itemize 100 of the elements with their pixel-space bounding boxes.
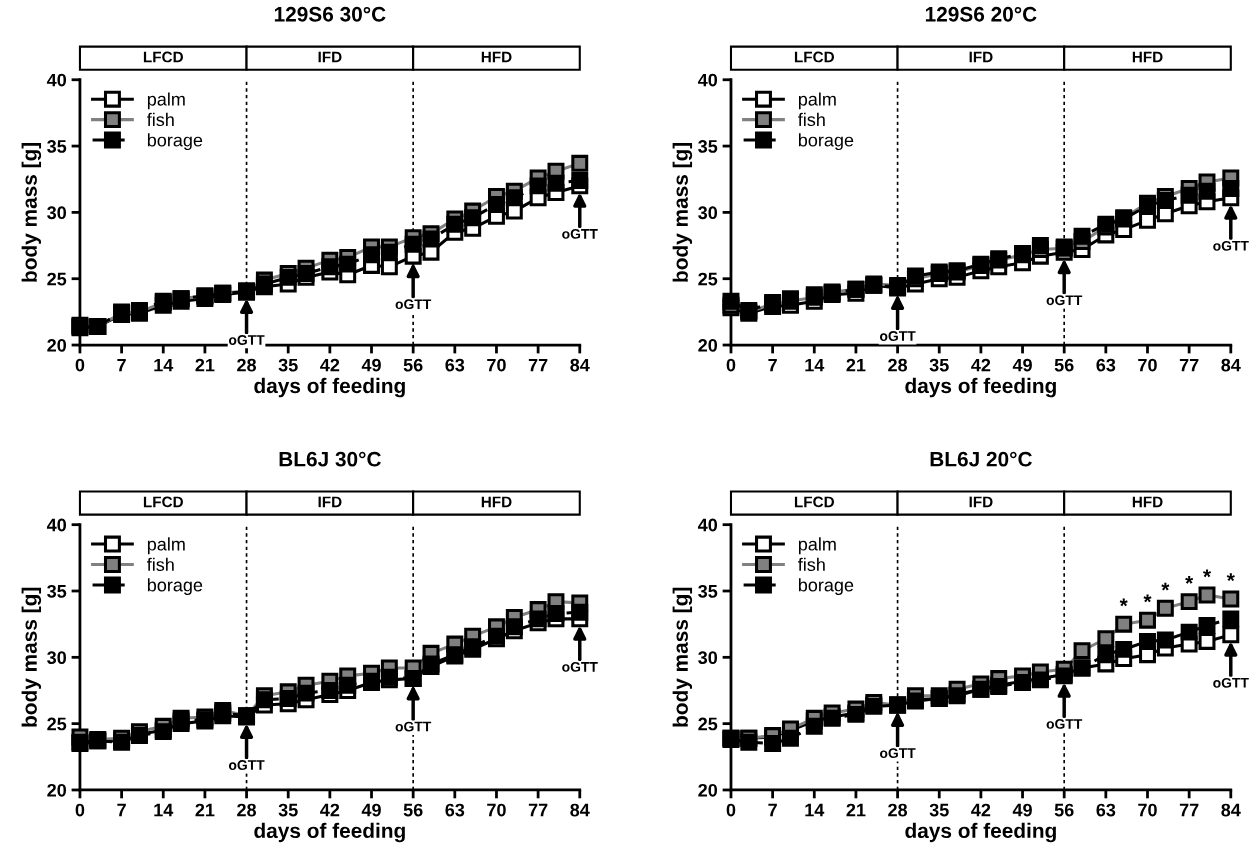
annotation: oGTT (1046, 295, 1083, 306)
y-tick-label: 40 (697, 518, 718, 532)
legend-label: fish (147, 557, 174, 572)
x-tick-label: 0 (75, 358, 85, 372)
x-tick-label: 63 (1096, 803, 1116, 817)
y-axis-title: body mass [g] (672, 142, 693, 282)
x-tick-label: 56 (403, 803, 423, 817)
x-tick-label: 28 (237, 358, 257, 372)
x-tick-label: 28 (237, 803, 257, 817)
x-axis-title: days of feeding (254, 377, 405, 398)
x-tick-label: 28 (888, 803, 908, 817)
legend-label: borage (147, 578, 203, 596)
x-tick-label: 70 (487, 803, 506, 817)
text: IFD (318, 496, 342, 508)
x-tick-label: 56 (1054, 803, 1074, 817)
x-tick-label: 49 (1012, 358, 1032, 372)
text: IFD (318, 51, 342, 63)
y-tick-label: 35 (47, 140, 67, 153)
annotation: * (1226, 573, 1235, 582)
x-tick-label: 42 (320, 803, 340, 817)
text: LFCD (143, 496, 183, 508)
y-axis-title: body mass [g] (672, 587, 693, 727)
x-tick-label: 70 (1138, 358, 1157, 372)
x-tick-label: 21 (195, 803, 215, 817)
y-tick-label: 40 (697, 73, 718, 87)
x-tick-label: 35 (929, 803, 949, 817)
x-tick-label: 84 (1221, 803, 1241, 817)
y-tick-label: 35 (47, 584, 67, 598)
x-tick-label: 21 (195, 358, 215, 372)
x-tick-label: 63 (1096, 358, 1116, 372)
x-tick-label: 49 (361, 803, 381, 817)
chart-title: BL6J 20°C (930, 451, 1032, 467)
annotation: * (1185, 576, 1194, 584)
text: HFD (481, 51, 512, 63)
y-tick-label: 25 (698, 717, 718, 731)
x-tick-label: 84 (1221, 358, 1241, 372)
y-tick-label: 30 (698, 651, 718, 665)
annotation: oGTT (880, 748, 916, 759)
x-tick-label: 0 (75, 803, 85, 817)
x-tick-label: 35 (278, 358, 298, 372)
x-tick-label: 77 (1179, 358, 1199, 372)
text: IFD (969, 51, 993, 63)
x-tick-label: 56 (1054, 358, 1074, 372)
annotation: oGTT (1213, 677, 1249, 688)
legend-label: fish (798, 557, 825, 572)
x-tick-label: 14 (154, 803, 174, 817)
y-tick-label: 25 (47, 717, 67, 731)
text: HFD (1132, 51, 1163, 63)
x-tick-label: 21 (846, 358, 866, 372)
y-axis-title: body mass [g] (21, 142, 42, 282)
text: IFD (969, 496, 993, 508)
legend-label: palm (147, 537, 185, 555)
y-tick-label: 25 (698, 272, 718, 286)
x-tick-label: 0 (726, 803, 736, 817)
x-axis-title: days of feeding (254, 822, 405, 843)
annotation: oGTT (562, 228, 598, 239)
legend-label: palm (798, 92, 836, 110)
legend-label: borage (798, 578, 854, 596)
x-tick-label: 7 (768, 803, 777, 817)
x-tick-label: 14 (154, 358, 174, 372)
text: HFD (481, 496, 512, 508)
y-tick-label: 35 (698, 584, 718, 598)
annotation: * (1143, 594, 1152, 603)
x-tick-label: 77 (1179, 803, 1199, 817)
annotation: * (1119, 598, 1128, 607)
x-tick-label: 63 (445, 358, 465, 372)
chart-title: 129S6 20°C (925, 6, 1037, 22)
x-tick-label: 49 (361, 358, 381, 372)
x-tick-label: 35 (278, 803, 298, 817)
y-tick-label: 25 (47, 272, 67, 286)
legend-label: borage (798, 133, 854, 151)
x-tick-label: 42 (320, 358, 340, 372)
x-tick-label: 49 (1012, 803, 1032, 817)
annotation: * (1203, 569, 1212, 578)
annotation: oGTT (228, 335, 265, 345)
x-tick-label: 84 (570, 358, 590, 372)
x-tick-label: 63 (445, 803, 465, 817)
x-tick-label: 7 (117, 803, 126, 817)
x-tick-label: 14 (805, 358, 825, 372)
x-tick-label: 42 (971, 358, 991, 372)
x-tick-label: 77 (528, 358, 548, 372)
y-axis-title: body mass [g] (21, 587, 42, 727)
x-tick-label: 14 (805, 803, 825, 817)
chart-title: BL6J 30°C (279, 451, 381, 467)
annotation: * (1161, 582, 1170, 591)
x-tick-label: 35 (929, 358, 949, 372)
legend-label: fish (147, 112, 174, 127)
legend-label: borage (147, 133, 203, 151)
x-tick-label: 42 (971, 803, 991, 817)
x-tick-label: 70 (1138, 803, 1157, 817)
legend-label: palm (798, 537, 836, 555)
y-tick-label: 20 (47, 783, 67, 797)
x-tick-label: 28 (888, 358, 908, 372)
text: LFCD (794, 51, 834, 63)
x-tick-label: 0 (726, 358, 736, 372)
x-tick-label: 56 (403, 358, 423, 372)
y-tick-label: 30 (47, 651, 67, 665)
text: LFCD (794, 496, 834, 508)
y-tick-label: 20 (698, 338, 718, 352)
x-tick-label: 77 (528, 803, 548, 817)
